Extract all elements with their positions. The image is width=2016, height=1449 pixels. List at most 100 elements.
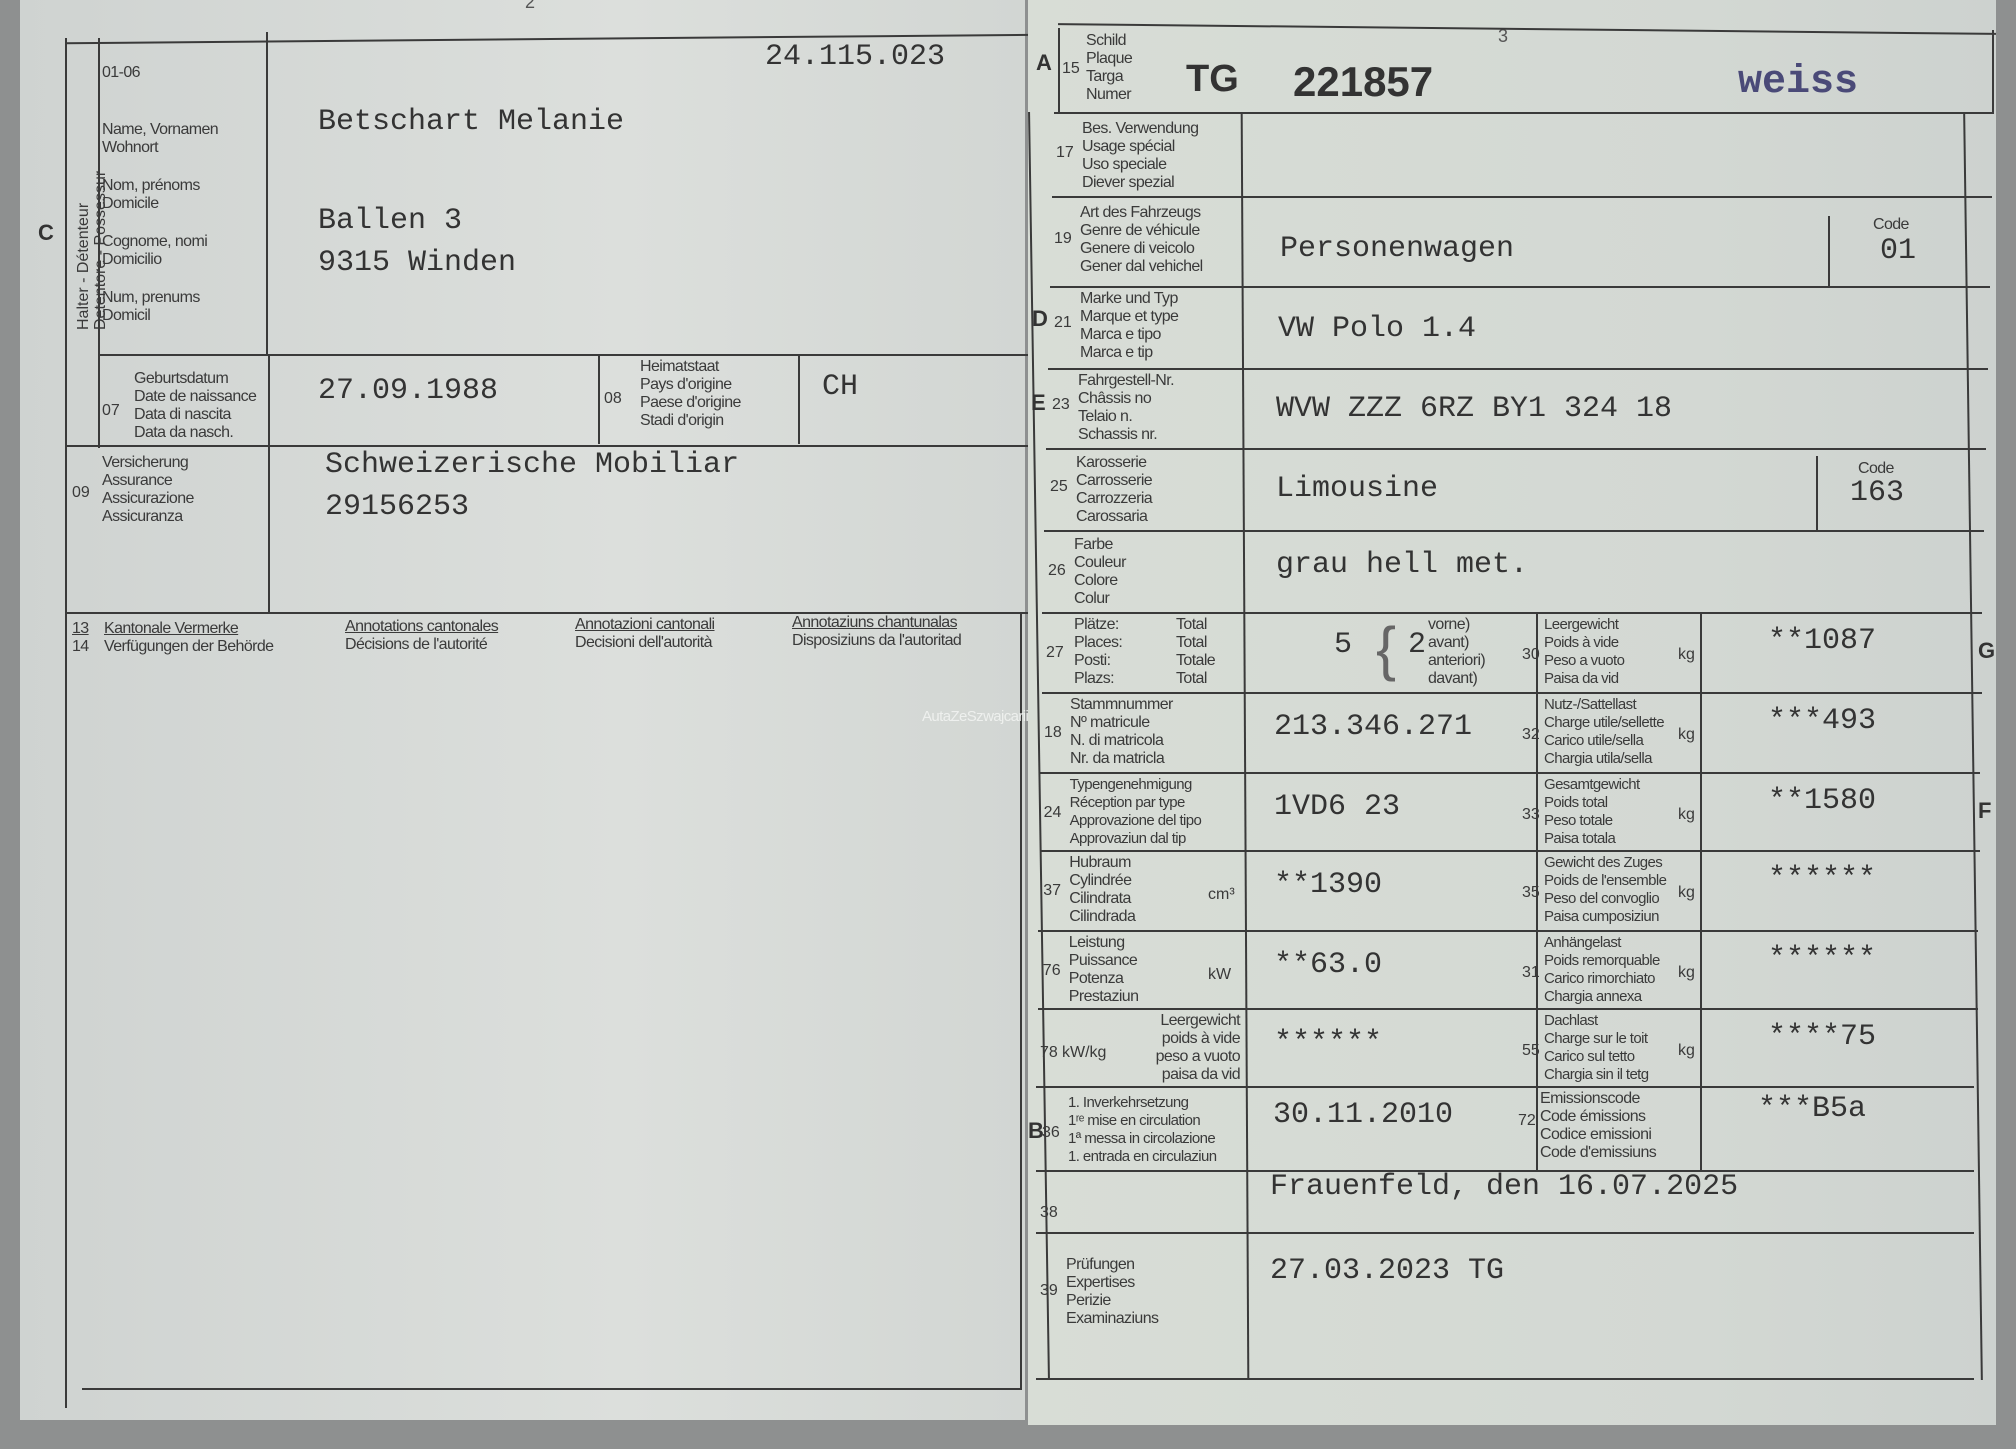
insurance-company: Schweizerische Mobiliar	[325, 448, 740, 482]
page-number: 2	[525, 0, 536, 12]
vehicle-type-labels: Art des Fahrzeugs Genre de véhicule Genere…	[1080, 204, 1203, 276]
field-code: 78	[1040, 1044, 1058, 1061]
divider	[1052, 196, 1992, 198]
chassis-labels: Fahrgestell-Nr. Châssis no Telaio n. Schass…	[1078, 372, 1175, 444]
label: Data da nasch.	[134, 424, 234, 441]
birth-labels: Geburtsdatum Date de naissance Data di n…	[134, 370, 257, 442]
unit: kg	[1678, 726, 1695, 743]
unit: kg	[1678, 884, 1695, 901]
inspection-value: 27.03.2023 TG	[1270, 1254, 1505, 1288]
train-weight-labels: Gewicht des Zuges Poids de l'ensemble Peso…	[1544, 854, 1667, 926]
vehicle-type-value: Personenwagen	[1280, 232, 1515, 266]
divider	[1036, 1086, 1974, 1088]
payload-labels: Nutz-/Sattellast Charge utile/sellette Car…	[1544, 696, 1665, 768]
unit: kg	[1678, 964, 1695, 981]
label: 1. Inverkehrsetzung	[1068, 1094, 1189, 1111]
make-model-labels: Marke und Typ Marque et type Marca e tipo M…	[1080, 290, 1179, 362]
label: Réception par type	[1069, 794, 1186, 811]
field-code: 08	[604, 390, 622, 407]
label: Diever spezial	[1082, 174, 1175, 191]
field-code: 09	[72, 484, 90, 501]
unit: kg	[1678, 1042, 1695, 1059]
field-code: 23	[1052, 396, 1070, 413]
field-code: 15	[1062, 60, 1080, 77]
field-code: 39	[1040, 1282, 1058, 1299]
divider	[1036, 1170, 1974, 1172]
label: paisa da vid	[1161, 1066, 1241, 1083]
label: Poids remorquable	[1544, 952, 1660, 969]
make-model-value: VW Polo 1.4	[1278, 312, 1477, 346]
label: Décisions de l'autorité	[345, 636, 488, 653]
frame-bottom	[1036, 1378, 1974, 1380]
field-code: 36	[1042, 1124, 1060, 1141]
label: Domicile	[102, 195, 159, 212]
label: Examinaziuns	[1066, 1310, 1159, 1327]
label: Schild	[1086, 32, 1127, 49]
label: 13	[72, 620, 89, 637]
label: Name, Vornamen	[102, 121, 219, 138]
label: Annotations cantonales	[345, 618, 499, 635]
label: Total	[1176, 616, 1207, 633]
label: Dachlast	[1544, 1012, 1598, 1029]
issue-place-date: Frauenfeld, den 16.07.2025	[1270, 1170, 1739, 1204]
address-line2: 9315 Winden	[318, 246, 517, 280]
unit: kW/kg	[1062, 1044, 1107, 1061]
label: Wohnort	[102, 139, 159, 156]
first-registration-date: 30.11.2010	[1273, 1098, 1454, 1132]
label: Carico sul tetto	[1544, 1048, 1635, 1065]
section-letter: C	[38, 220, 54, 245]
label: Assicuranza	[102, 508, 183, 525]
field-code: 30	[1522, 646, 1540, 663]
birth-date: 27.09.1988	[318, 374, 499, 408]
divider	[98, 38, 100, 448]
label: Carico rimorchiato	[1544, 970, 1656, 987]
field-code: 37	[1043, 882, 1061, 899]
label: Emissionscode	[1540, 1090, 1640, 1107]
address-line1: Ballen 3	[318, 204, 463, 238]
divider	[1816, 456, 1818, 532]
field-code: 25	[1050, 478, 1068, 495]
label: anteriori)	[1428, 652, 1486, 669]
origin-labels: Heimatstaat Pays d'origine Paese d'origi…	[640, 358, 741, 430]
divider	[1036, 1232, 1974, 1234]
code-label: Code	[1873, 216, 1909, 233]
divider	[1050, 286, 1990, 288]
section-letter: G	[1978, 638, 1996, 663]
label: Uso speciale	[1082, 156, 1167, 173]
unit: kg	[1678, 806, 1695, 823]
label: Total	[1176, 634, 1207, 651]
displacement-labels: Hubraum Cylindrée Cilindrata Cilindrada	[1069, 854, 1136, 926]
field-code: 26	[1048, 562, 1066, 579]
plate-canton: TG	[1186, 58, 1239, 100]
vertical-label-line: Halter - Détenteur	[75, 202, 92, 330]
displacement-value: **1390	[1274, 868, 1383, 902]
divider	[65, 612, 1040, 614]
field-code: 24	[1043, 804, 1062, 821]
label: Usage spécial	[1082, 138, 1175, 155]
inspections-labels: Prüfungen Expertises Perizie Examinaziuns	[1066, 1256, 1159, 1328]
label: Charge utile/sellette	[1544, 714, 1665, 731]
power-weight-labels: Leergewicht poids à vide peso a vuoto paisa…	[1128, 1012, 1241, 1084]
brace-icon: {	[1376, 615, 1396, 682]
watermark: AutaZeSzwajcarii	[922, 708, 1029, 725]
right-page: 3 A 15 Schild Plaque Targa Numer TG 2218…	[1028, 0, 1996, 1425]
label: Marca e tip	[1080, 344, 1153, 361]
label: Fahrgestell-Nr.	[1078, 372, 1175, 389]
body-value: Limousine	[1276, 472, 1439, 506]
unit: cm³	[1208, 886, 1235, 903]
label: Paisa da vid	[1544, 670, 1619, 687]
section-letter: B	[1028, 1118, 1044, 1143]
label: Bes. Verwendung	[1082, 120, 1199, 137]
label: Telaio n.	[1078, 408, 1133, 425]
label: Expertises	[1066, 1274, 1135, 1291]
section-letter: F	[1978, 798, 1992, 823]
special-use-labels: Bes. Verwendung Usage spécial Uso speciale…	[1082, 120, 1199, 192]
label: peso a vuoto	[1155, 1048, 1241, 1065]
divider	[1038, 930, 1978, 932]
power-labels: Leistung Puissance Potenza Prestaziun	[1069, 934, 1139, 1006]
label: Leistung	[1068, 934, 1125, 951]
left-page: 2 C Halter - Détenteur Detentore - Posse…	[20, 0, 1043, 1420]
origin-value: CH	[822, 370, 859, 404]
power-value: **63.0	[1274, 948, 1383, 982]
vehicle-type-code: 01	[1880, 234, 1917, 268]
